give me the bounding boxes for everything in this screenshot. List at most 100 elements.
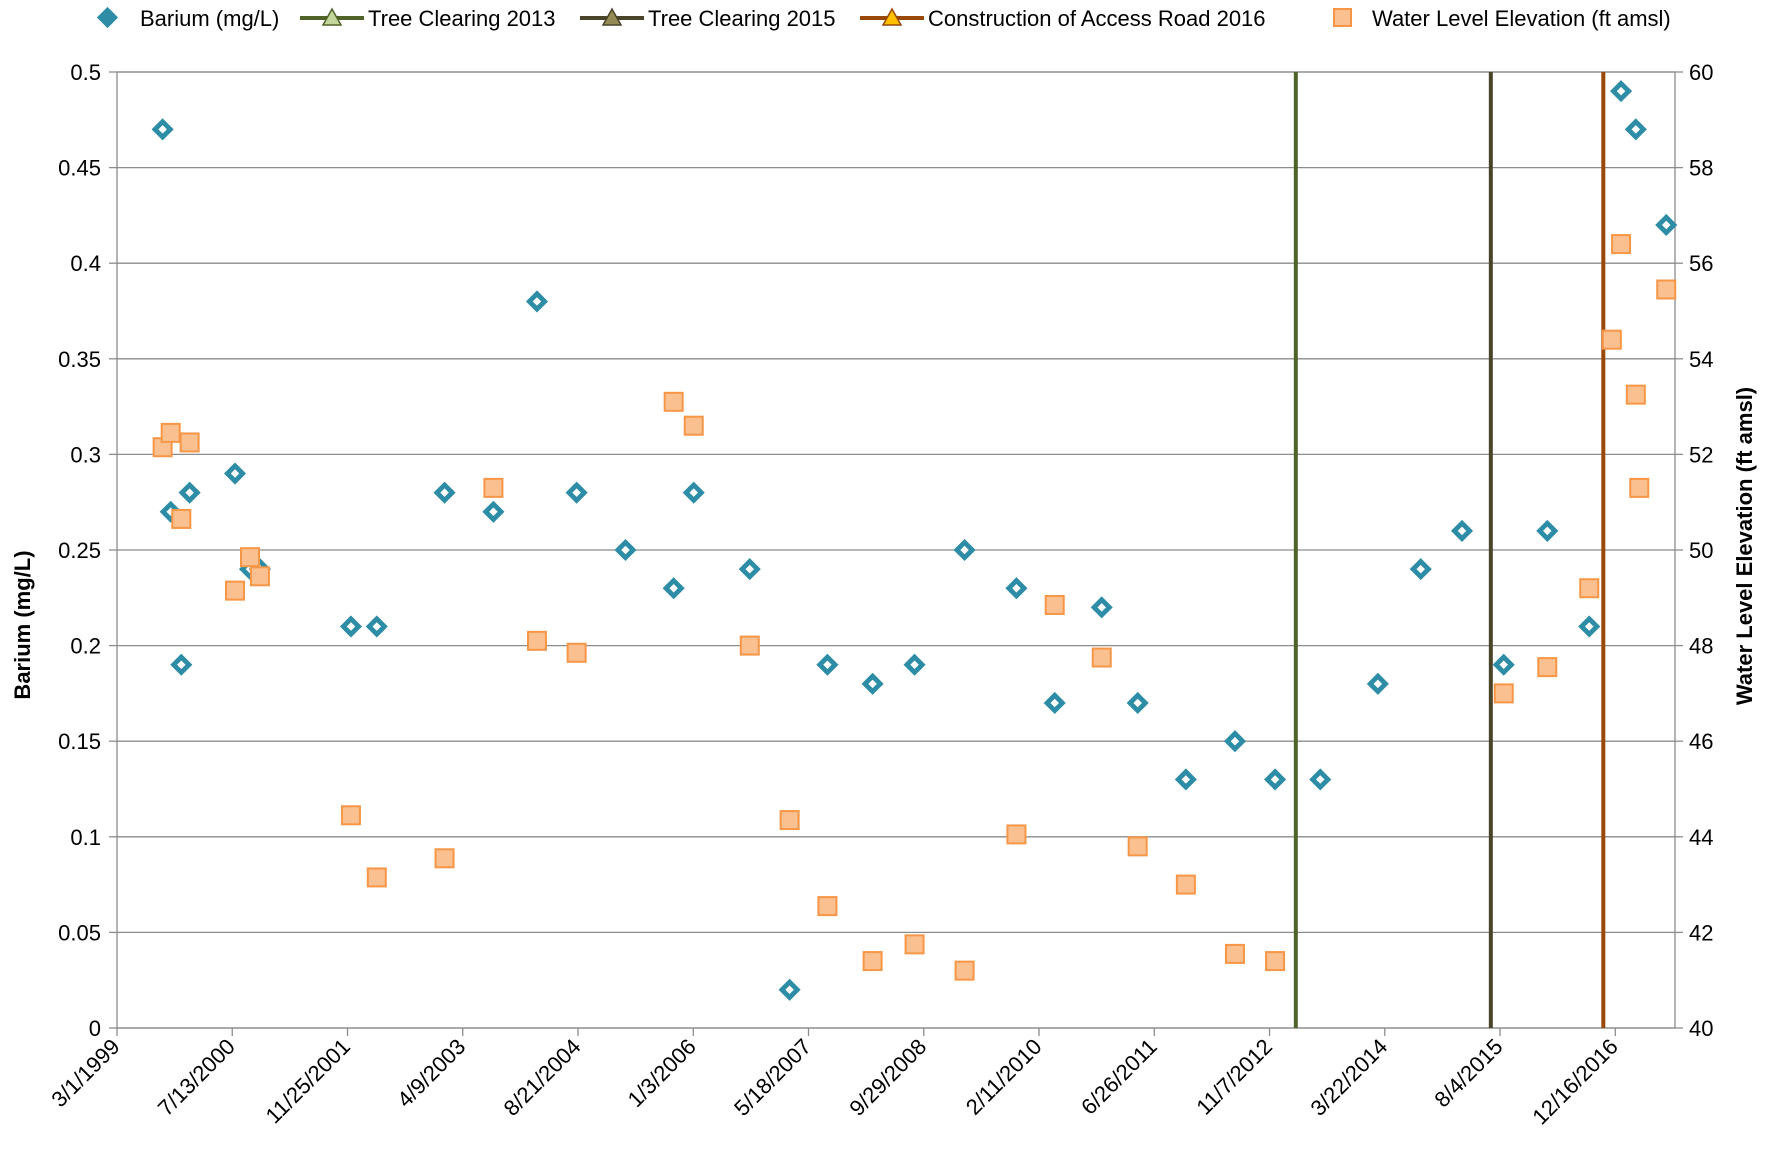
- x-tick-label: 11/25/2001: [261, 1034, 355, 1128]
- y-tick-label: 0.15: [58, 729, 101, 754]
- water-level-series: [152, 234, 1677, 981]
- y-axis-left-title: Barium (mg/L): [10, 550, 35, 699]
- y-tick-label: 0.3: [70, 442, 101, 467]
- x-tick-label: 6/26/2011: [1076, 1034, 1162, 1120]
- barium-point-highlight: [823, 660, 832, 669]
- barium-point-highlight: [1097, 603, 1106, 612]
- y2-tick-label: 42: [1689, 920, 1713, 945]
- y-tick-label: 0.05: [58, 920, 101, 945]
- event-lines: [1293, 72, 1606, 1028]
- x-tick-label: 1/3/2006: [623, 1034, 701, 1112]
- x-tick-label: 3/22/2014: [1305, 1034, 1392, 1121]
- legend-label-tree-clearing-2013: Tree Clearing 2013: [368, 6, 556, 31]
- barium-point-highlight: [910, 660, 919, 669]
- y2-tick-label: 40: [1689, 1016, 1713, 1041]
- legend-item-tree-clearing-2013[interactable]: Tree Clearing 2013: [300, 6, 556, 31]
- water-level-point: [160, 422, 181, 443]
- water-level-point: [566, 642, 587, 663]
- barium-point-highlight: [1585, 622, 1594, 631]
- y-tick-label: 0.2: [70, 634, 101, 659]
- legend-marker-barium: [96, 6, 119, 29]
- y2-tick-label: 58: [1689, 156, 1713, 181]
- water-level-point: [862, 951, 883, 972]
- water-level-point: [340, 805, 361, 826]
- water-level-point: [1656, 279, 1677, 300]
- y2-tick-label: 54: [1689, 347, 1713, 372]
- water-level-point: [1044, 594, 1065, 615]
- y-axis-left-ticks: 0 0.05 0.1 0.15 0.2 0.25 0.3 0.35 0.4 0.45 0.5: [58, 60, 101, 1041]
- gridlines: [109, 71, 1683, 1036]
- y2-tick-label: 46: [1689, 729, 1713, 754]
- water-level-point: [739, 635, 760, 656]
- water-level-point: [1091, 647, 1112, 668]
- barium-point-highlight: [230, 469, 240, 478]
- legend-item-tree-clearing-2015[interactable]: Tree Clearing 2015: [580, 6, 836, 31]
- legend: Barium (mg/L) Tree Clearing 2013 Tree Cl…: [96, 6, 1671, 31]
- water-level-point: [1625, 384, 1646, 405]
- y-tick-label: 0.25: [58, 538, 101, 563]
- y-axis-right-ticks: 40 42 44 46 48 50 52 54 56 58 60: [1689, 60, 1713, 1041]
- legend-label-access-road-2016: Construction of Access Road 2016: [928, 6, 1266, 31]
- barium-point-highlight: [960, 545, 969, 555]
- barium-point-highlight: [572, 488, 581, 497]
- legend-marker-tree-clearing-2013: [321, 7, 343, 26]
- x-tick-label: 11/7/2012: [1191, 1034, 1277, 1120]
- barium-point-highlight: [346, 622, 356, 631]
- barium-point-highlight: [689, 488, 698, 497]
- x-tick-label: 7/13/2000: [153, 1034, 240, 1121]
- barium-point-highlight: [1230, 736, 1240, 746]
- barium-point-highlight: [1181, 775, 1191, 784]
- water-level-point: [1579, 578, 1600, 599]
- y-tick-label: 0.5: [70, 60, 101, 85]
- water-level-point: [954, 960, 975, 981]
- barium-point-highlight: [1457, 526, 1467, 536]
- legend-item-access-road-2016[interactable]: Construction of Access Road 2016: [860, 6, 1266, 31]
- barium-point-highlight: [1012, 583, 1021, 593]
- water-level-point: [179, 432, 200, 453]
- x-tick-label: 3/1/1999: [46, 1034, 124, 1112]
- y2-tick-label: 52: [1689, 442, 1713, 467]
- barium-point-highlight: [868, 679, 877, 689]
- water-level-point: [817, 896, 838, 917]
- y-tick-label: 0: [89, 1016, 101, 1041]
- y-tick-label: 0.45: [58, 156, 101, 181]
- x-tick-label: 4/9/2003: [392, 1034, 470, 1112]
- water-level-point: [1265, 951, 1286, 972]
- y-tick-label: 0.35: [58, 347, 101, 372]
- legend-item-barium[interactable]: Barium (mg/L): [96, 6, 279, 31]
- barium-point-highlight: [1543, 526, 1552, 536]
- barium-point-highlight: [1133, 698, 1142, 708]
- water-level-point: [240, 547, 261, 568]
- water-level-point: [1611, 234, 1632, 255]
- y-tick-label: 0.1: [70, 825, 101, 850]
- y-axis-right-title: Water Level Elevation (ft amsl): [1732, 387, 1757, 705]
- barium-point-highlight: [669, 583, 678, 593]
- x-tick-label: 2/11/2010: [961, 1034, 1047, 1120]
- water-level-point: [434, 848, 455, 869]
- barium-point-highlight: [1316, 775, 1325, 784]
- barium-point-highlight: [372, 622, 382, 631]
- water-level-point: [526, 630, 547, 651]
- barium-point-highlight: [621, 545, 630, 555]
- water-level-point: [1493, 683, 1514, 704]
- water-level-point: [1006, 824, 1027, 845]
- y2-tick-label: 50: [1689, 538, 1713, 563]
- y-tick-label: 0.4: [70, 251, 101, 276]
- x-tick-label: 8/21/2004: [499, 1034, 586, 1121]
- barium-point-highlight: [1373, 679, 1383, 689]
- x-tick-label: 5/18/2007: [729, 1034, 816, 1121]
- barium-point-highlight: [489, 507, 498, 517]
- water-level-point: [663, 391, 684, 412]
- barium-point-highlight: [1270, 775, 1280, 784]
- barium-point-highlight: [532, 297, 542, 306]
- water-level-point: [779, 810, 800, 831]
- water-level-point: [1537, 657, 1558, 678]
- y2-tick-label: 56: [1689, 251, 1713, 276]
- legend-marker-water-level: [1333, 8, 1352, 27]
- water-level-point: [1224, 943, 1245, 964]
- barium-point-highlight: [1416, 564, 1425, 574]
- barium-point-highlight: [745, 564, 754, 574]
- barium-point-highlight: [185, 488, 194, 497]
- legend-item-water-level[interactable]: Water Level Elevation (ft amsl): [1333, 6, 1671, 31]
